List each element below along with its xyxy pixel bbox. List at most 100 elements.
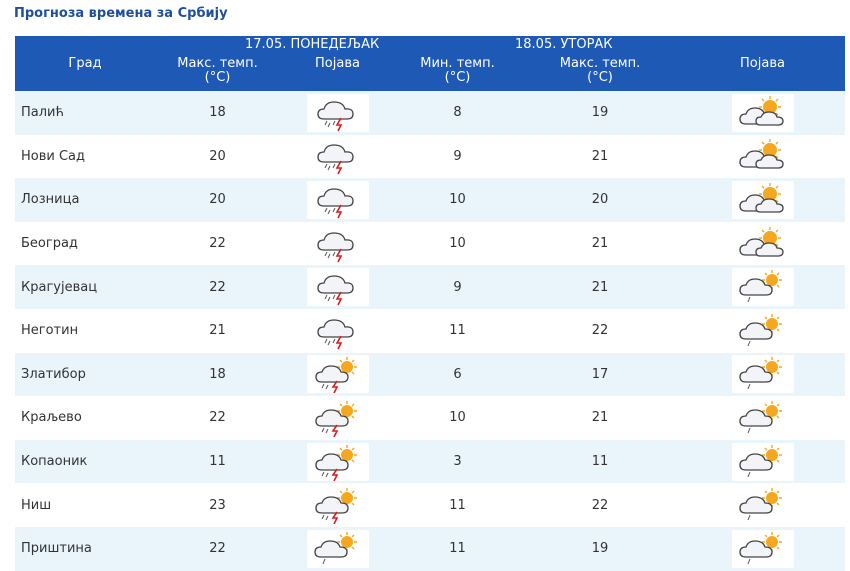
sun-cloud-light-rain-icon [731,486,794,525]
day1-weather-cell [280,483,395,527]
sun-behind-clouds-icon [731,180,794,219]
header-d2-phenomenon: Појава [740,56,785,71]
cloud-rain-lightning-icon [306,137,369,176]
cloud-rain-lightning-icon [306,180,369,219]
city-name: Крагујевац [15,265,155,309]
day1-max-temp: 11 [155,439,280,484]
day2-max-temp: 11 [520,439,680,484]
forecast-table: Град 17.05. ПОНЕДЕЉАК Макс. темп. (°C) По… [15,36,845,571]
day2-weather-cell [680,439,845,484]
city-name: Краљево [15,396,155,440]
day2-weather-cell [680,265,845,309]
day2-max-temp: 17 [520,352,680,397]
city-name: Београд [15,221,155,266]
header-day1-date: 17.05. ПОНЕДЕЉАК [245,37,380,52]
sun-cloud-light-rain-icon [731,442,794,481]
header-d2-phenomenon-cell: Појава [680,36,845,91]
table-row: Лозница 20 10 20 [15,178,845,222]
day2-min-temp: 11 [395,483,520,527]
city-name: Копаоник [15,439,155,484]
day2-weather-cell [680,308,845,353]
header-d2-min-cell: Мин. темп. (°C) [395,36,520,91]
table-row: Нови Сад 20 9 21 [15,134,845,179]
day2-weather-cell [680,352,845,397]
table-row: Палић 18 8 19 [15,91,845,135]
sun-cloud-rain-lightning-icon [306,398,369,437]
day1-max-temp: 21 [155,308,280,353]
city-name: Лозница [15,178,155,222]
sun-behind-clouds-icon [731,93,794,132]
day2-max-temp: 19 [520,526,680,571]
sun-cloud-light-rain-icon [731,355,794,394]
day2-weather-cell [680,91,845,135]
day2-min-temp: 11 [395,308,520,353]
day2-max-temp: 20 [520,178,680,222]
day2-max-temp: 21 [520,265,680,309]
cloud-rain-lightning-icon [306,93,369,132]
day2-weather-cell [680,526,845,571]
header-d1-phenomenon: Појава [315,56,360,71]
day1-max-temp: 20 [155,134,280,179]
day2-weather-cell [680,483,845,527]
table-row: Приштина 22 11 19 [15,526,845,571]
day2-weather-cell [680,178,845,222]
city-name: Приштина [15,526,155,571]
table-row: Златибор 18 6 17 [15,352,845,397]
day1-max-temp: 23 [155,483,280,527]
city-name: Златибор [15,352,155,397]
day1-max-temp: 22 [155,526,280,571]
day2-weather-cell [680,221,845,266]
day2-min-temp: 10 [395,221,520,266]
day1-weather-cell [280,265,395,309]
header-d2-max: Макс. темп. (°C) [559,56,641,85]
day1-max-temp: 22 [155,221,280,266]
table-row: Копаоник 11 3 11 [15,439,845,484]
day1-weather-cell [280,308,395,353]
table-row: Неготин 21 11 22 [15,308,845,353]
cloud-rain-lightning-icon [306,311,369,350]
table-row: Краљево 22 10 21 [15,396,845,440]
header-day2-date: 18.05. УТОРАК [515,37,613,52]
city-name: Неготин [15,308,155,353]
day2-min-temp: 9 [395,134,520,179]
day2-max-temp: 22 [520,308,680,353]
city-name: Палић [15,91,155,135]
day2-min-temp: 11 [395,526,520,571]
day1-weather-cell [280,178,395,222]
city-name: Нови Сад [15,134,155,179]
day2-weather-cell [680,134,845,179]
day1-weather-cell [280,396,395,440]
day2-max-temp: 22 [520,483,680,527]
sun-cloud-light-rain-icon [731,398,794,437]
city-name: Ниш [15,483,155,527]
day1-weather-cell [280,134,395,179]
sun-cloud-light-rain-icon [731,311,794,350]
day2-min-temp: 6 [395,352,520,397]
day2-max-temp: 21 [520,396,680,440]
day1-weather-cell [280,221,395,266]
day1-max-temp: 22 [155,265,280,309]
day2-min-temp: 3 [395,439,520,484]
day1-max-temp: 22 [155,396,280,440]
header-city: Град [68,56,102,71]
header-d1-max-cell: 17.05. ПОНЕДЕЉАК Макс. темп. (°C) [155,36,379,91]
day2-weather-cell [680,396,845,440]
cloud-rain-lightning-icon [306,268,369,307]
header-d1-max: Макс. темп. (°C) [177,56,258,85]
sun-cloud-rain-lightning-icon [306,486,369,525]
day2-min-temp: 8 [395,91,520,135]
sun-cloud-light-rain-icon [731,268,794,307]
table-row: Крагујевац 22 9 21 [15,265,845,309]
header-d1-phenomenon-cell: Појава [280,36,395,91]
sun-behind-clouds-icon [731,137,794,176]
day1-weather-cell [280,439,395,484]
table-header-row: Град 17.05. ПОНЕДЕЉАК Макс. темп. (°C) По… [15,36,845,91]
day1-max-temp: 18 [155,352,280,397]
day1-weather-cell [280,352,395,397]
cloud-rain-lightning-icon [306,224,369,263]
table-row: Београд 22 10 21 [15,221,845,266]
day1-weather-cell [280,91,395,135]
day2-min-temp: 9 [395,265,520,309]
day1-weather-cell [280,526,395,571]
day2-min-temp: 10 [395,178,520,222]
